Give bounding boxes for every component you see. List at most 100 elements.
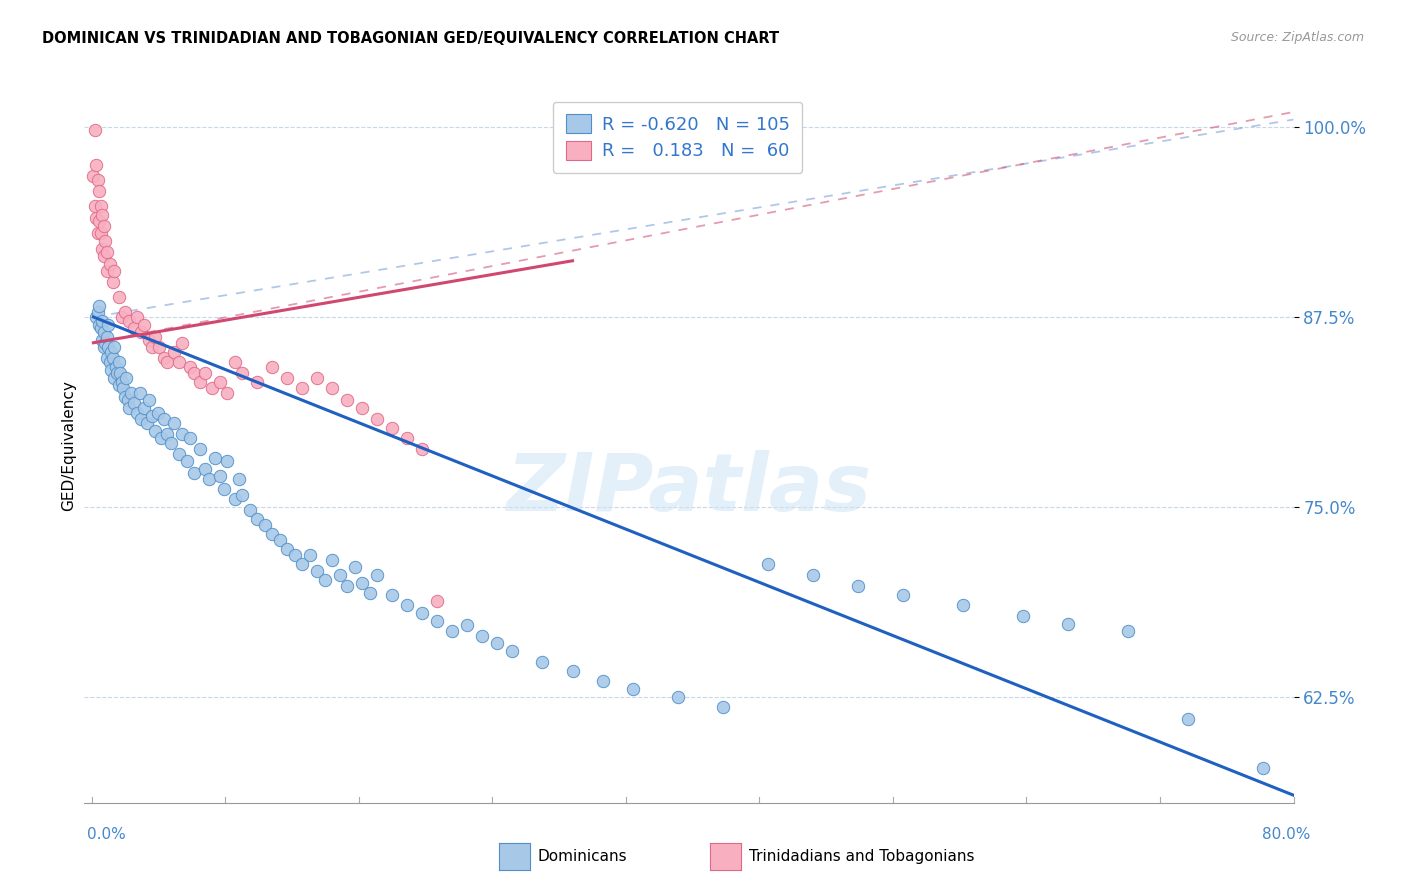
Point xyxy=(117,393,139,408)
Point xyxy=(94,335,117,350)
Point xyxy=(183,467,205,481)
Point xyxy=(336,579,359,593)
Text: 0.0%: 0.0% xyxy=(87,827,127,841)
Point xyxy=(108,355,131,369)
Point xyxy=(93,249,115,263)
Point xyxy=(93,340,115,354)
Point xyxy=(131,411,153,425)
Point xyxy=(93,219,115,233)
Point xyxy=(486,636,509,650)
Point xyxy=(801,568,824,582)
Point xyxy=(112,381,135,395)
Point xyxy=(163,416,186,430)
Point xyxy=(253,518,276,533)
Point xyxy=(846,579,869,593)
Point xyxy=(269,533,291,548)
Point xyxy=(952,599,974,613)
Point xyxy=(291,558,314,572)
Point xyxy=(366,568,388,582)
Point xyxy=(125,406,148,420)
Point xyxy=(93,325,115,339)
Point xyxy=(141,340,163,354)
Point xyxy=(352,575,374,590)
Point xyxy=(411,606,433,620)
Point xyxy=(138,333,160,347)
Point xyxy=(307,370,329,384)
Point xyxy=(115,370,138,384)
Point xyxy=(122,396,145,410)
Text: Trinidadians and Tobagonians: Trinidadians and Tobagonians xyxy=(749,849,974,863)
Point xyxy=(228,472,250,486)
Point xyxy=(107,366,129,380)
Point xyxy=(756,558,779,572)
Point xyxy=(103,264,125,278)
Point xyxy=(114,305,136,319)
Point xyxy=(134,318,156,332)
Point xyxy=(239,502,262,516)
Point xyxy=(90,199,112,213)
Point xyxy=(426,594,449,608)
Point xyxy=(336,393,359,408)
Point xyxy=(170,426,193,441)
Point xyxy=(193,462,215,476)
Point xyxy=(122,320,145,334)
Y-axis label: GED/Equivalency: GED/Equivalency xyxy=(60,381,76,511)
Point xyxy=(352,401,374,415)
Text: DOMINICAN VS TRINIDADIAN AND TOBAGONIAN GED/EQUIVALENCY CORRELATION CHART: DOMINICAN VS TRINIDADIAN AND TOBAGONIAN … xyxy=(42,31,779,46)
Point xyxy=(97,318,120,332)
Point xyxy=(167,355,190,369)
Point xyxy=(381,421,404,435)
Point xyxy=(711,700,734,714)
Point xyxy=(108,378,131,392)
Point xyxy=(86,310,108,324)
Point xyxy=(114,391,136,405)
Point xyxy=(276,542,298,557)
Text: Source: ZipAtlas.com: Source: ZipAtlas.com xyxy=(1230,31,1364,45)
Point xyxy=(329,568,352,582)
Point xyxy=(83,199,105,213)
Point xyxy=(891,588,914,602)
Point xyxy=(167,447,190,461)
Point xyxy=(87,227,110,241)
Point xyxy=(284,549,307,563)
Point xyxy=(160,436,183,450)
Point xyxy=(103,340,125,354)
Point xyxy=(276,370,298,384)
Point xyxy=(501,644,523,658)
Point xyxy=(262,527,284,541)
Point xyxy=(111,310,134,324)
Point xyxy=(98,355,121,369)
Point xyxy=(143,424,166,438)
Point xyxy=(224,492,246,507)
Point xyxy=(215,385,238,400)
Point xyxy=(298,549,321,563)
Point xyxy=(118,401,141,415)
Point xyxy=(1177,712,1199,726)
Point xyxy=(262,359,284,374)
Text: ZIPatlas: ZIPatlas xyxy=(506,450,872,528)
Point xyxy=(136,416,159,430)
Point xyxy=(153,351,176,365)
Point xyxy=(204,451,226,466)
Point xyxy=(153,411,176,425)
Point xyxy=(291,381,314,395)
Point xyxy=(149,431,172,445)
Point xyxy=(231,366,253,380)
Point xyxy=(97,340,120,354)
Point xyxy=(91,242,114,256)
Point xyxy=(246,512,269,526)
Point xyxy=(396,431,419,445)
Point xyxy=(441,624,464,639)
Point xyxy=(426,614,449,628)
Point xyxy=(89,214,111,228)
Point xyxy=(125,310,148,324)
Point xyxy=(89,299,111,313)
Point xyxy=(146,406,169,420)
Point xyxy=(208,469,231,483)
Point xyxy=(621,681,644,696)
Point xyxy=(156,426,179,441)
Point xyxy=(183,366,205,380)
Point xyxy=(208,376,231,390)
Point xyxy=(82,169,104,183)
Point xyxy=(96,264,118,278)
